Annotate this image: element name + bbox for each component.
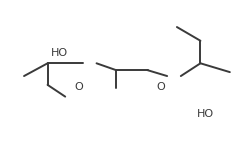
Text: O: O [156, 82, 165, 92]
Text: O: O [74, 82, 83, 92]
Text: HO: HO [51, 48, 68, 58]
Text: HO: HO [197, 109, 214, 119]
